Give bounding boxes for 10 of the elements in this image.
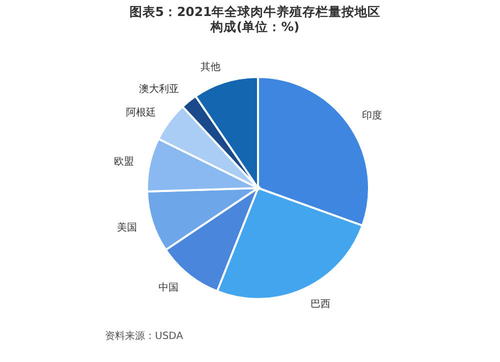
slice-label: 欧盟 [114, 156, 134, 168]
chart-title: 图表5：2021年全球肉牛养殖存栏量按地区构成(单位：%) [128, 4, 382, 34]
slice-label: 其他 [200, 61, 221, 74]
text: 资料来源：USDA [105, 330, 184, 342]
slice-label: 中国 [158, 281, 178, 294]
slice-label: 阿根廷 [126, 106, 156, 119]
slice-label: 印度 [362, 109, 382, 122]
slice-label: 澳大利亚 [138, 83, 179, 96]
slice-label: 巴西 [310, 299, 330, 310]
slice-label: 美国 [117, 221, 138, 234]
